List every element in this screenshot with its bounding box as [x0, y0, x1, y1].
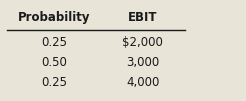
Text: EBIT: EBIT	[128, 11, 157, 24]
Text: 4,000: 4,000	[126, 76, 159, 89]
Text: 0.25: 0.25	[41, 76, 67, 89]
Text: 3,000: 3,000	[126, 56, 159, 69]
Text: $2,000: $2,000	[122, 36, 163, 49]
Text: 0.50: 0.50	[41, 56, 67, 69]
Text: Probability: Probability	[18, 11, 90, 24]
Text: 0.25: 0.25	[41, 36, 67, 49]
